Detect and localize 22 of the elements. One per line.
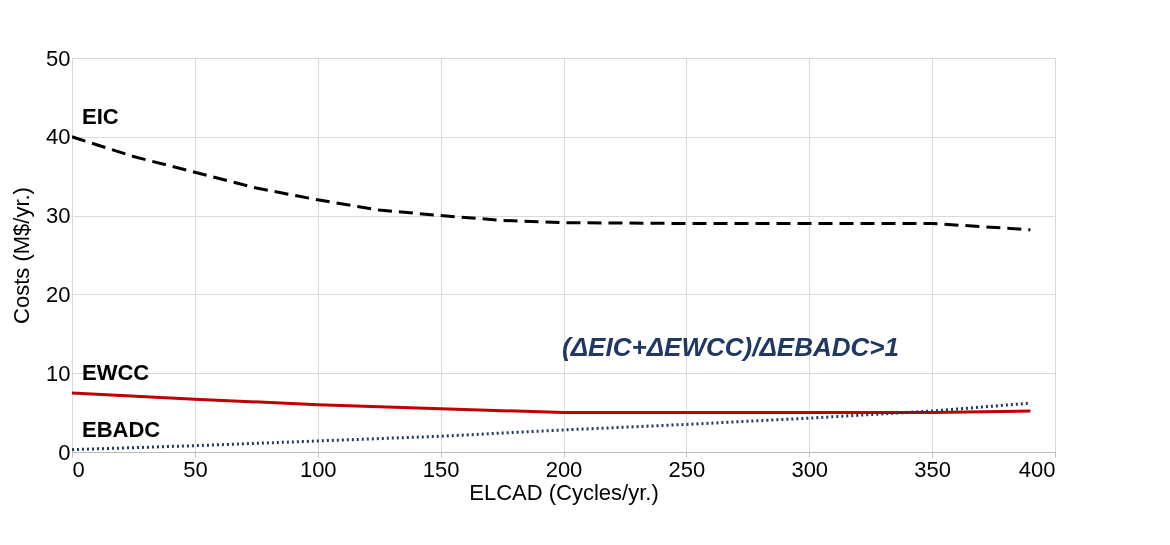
- y-tick-label: 30: [46, 203, 71, 229]
- y-tick-label: 50: [46, 45, 71, 71]
- x-tick-label: 250: [668, 456, 706, 482]
- y-tick-label: 0: [58, 439, 71, 465]
- x-tick-label: 150: [422, 456, 460, 482]
- annotation: (ΔEIC+ΔEWCC)/ΔEBADC>1: [562, 332, 899, 362]
- x-tick-label: 100: [299, 456, 337, 482]
- series-label: EBADC: [82, 416, 161, 442]
- line-series: [72, 135, 1032, 232]
- x-tick-label: 350: [914, 456, 951, 482]
- x-axis-title: ELCAD (Cycles/yr.): [469, 479, 659, 505]
- y-tick-label: 40: [46, 124, 71, 150]
- x-tick-label: 400: [1018, 456, 1056, 482]
- x-tick-label: 50: [183, 456, 208, 482]
- y-tick-label: 20: [46, 281, 71, 307]
- line-series: [72, 391, 1032, 415]
- y-tick-label: 10: [46, 360, 71, 386]
- y-axis-title: Costs (M$/yr.): [9, 187, 35, 324]
- series-label: EWCC: [82, 359, 150, 385]
- series-label: EIC: [82, 103, 119, 129]
- x-tick-label: 200: [545, 456, 583, 482]
- x-tick-label: 300: [791, 456, 829, 482]
